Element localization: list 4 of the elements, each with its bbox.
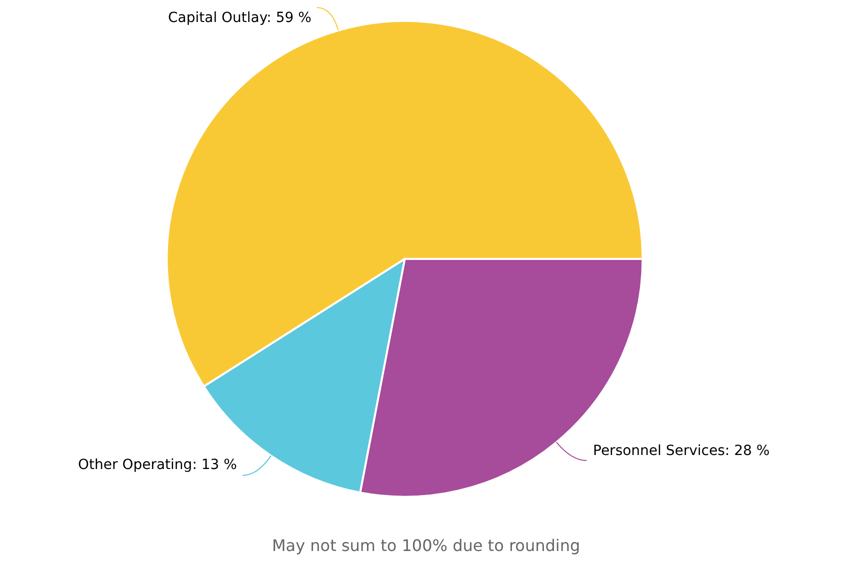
slice-label: Personnel Services: 28 % xyxy=(593,443,770,459)
slice-label: Capital Outlay: 59 % xyxy=(168,10,312,26)
slice-label: Other Operating: 13 % xyxy=(78,457,237,473)
text: May not sum to 100% due to rounding xyxy=(272,536,580,555)
